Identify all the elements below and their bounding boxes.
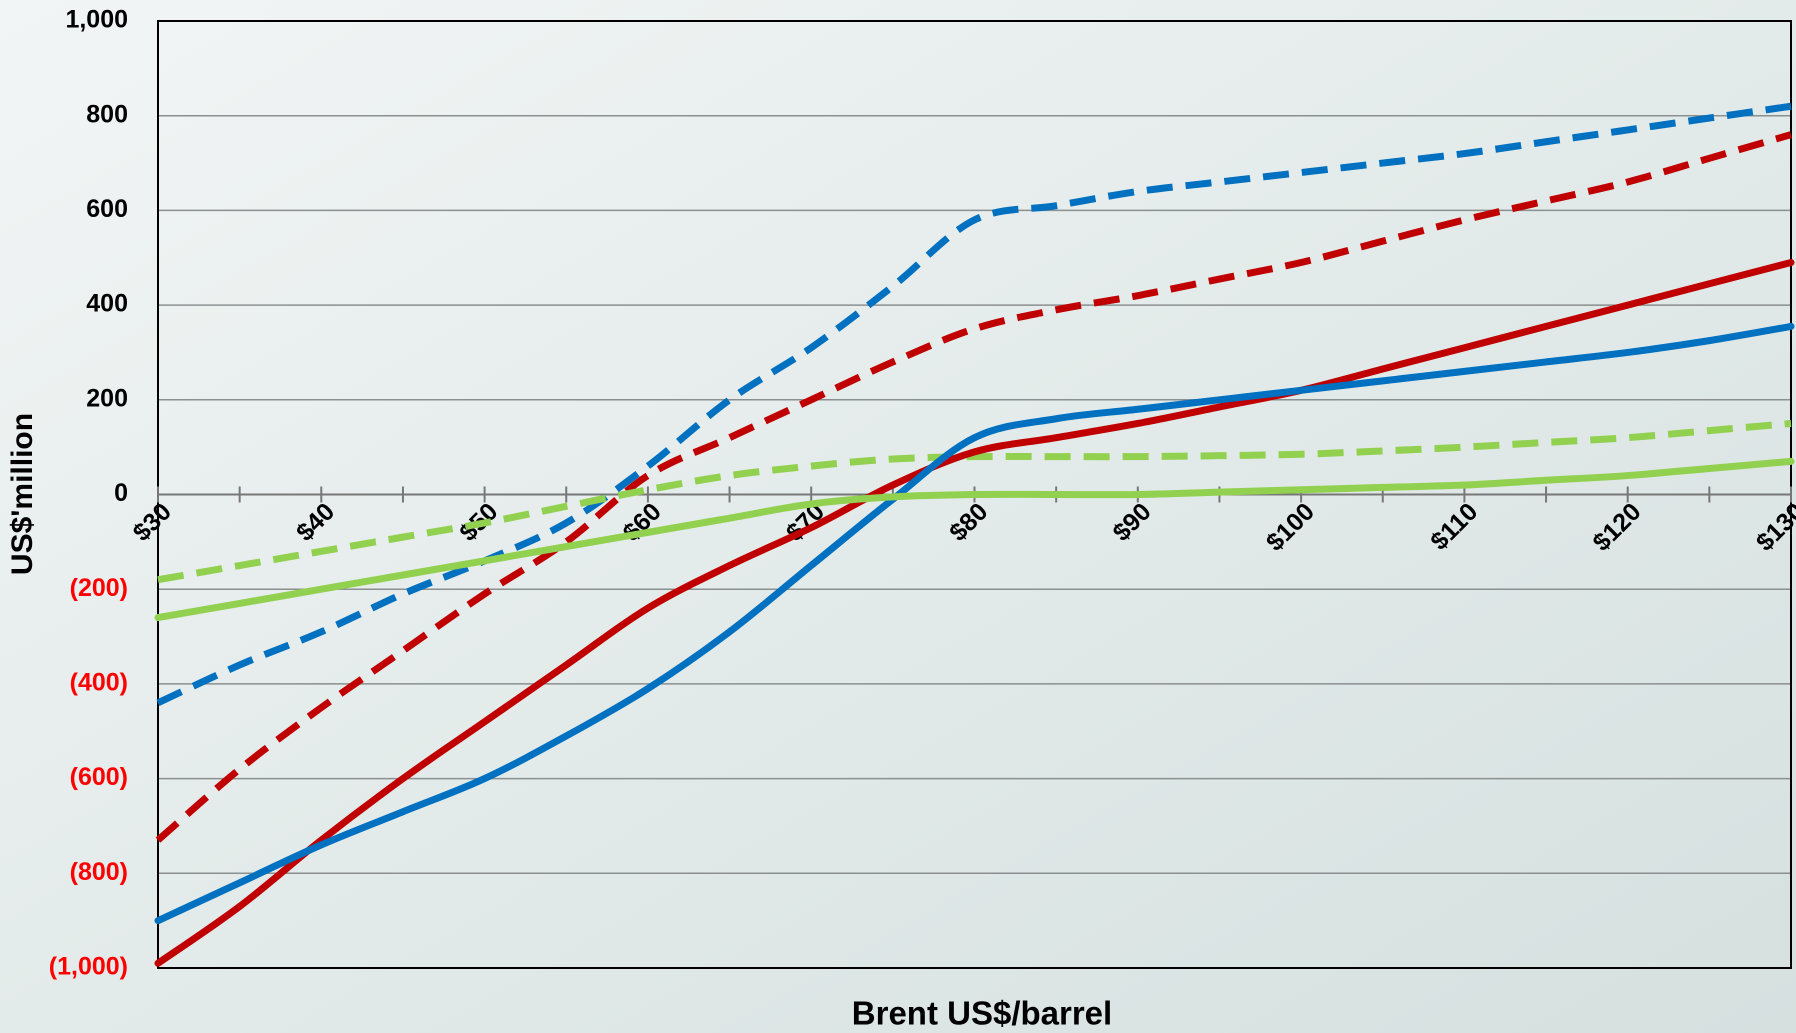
series-line bbox=[154, 258, 1795, 967]
y-tick-label: (800) bbox=[70, 858, 128, 886]
series-line bbox=[155, 131, 1792, 843]
y-tick-label: (600) bbox=[70, 763, 128, 791]
y-tick-label: (1,000) bbox=[49, 953, 128, 981]
y-tick-label: 800 bbox=[86, 100, 128, 128]
y-tick-label: 0 bbox=[114, 479, 128, 507]
x-axis-title: Brent US$/barrel bbox=[852, 995, 1112, 1032]
y-tick-label: 600 bbox=[86, 195, 128, 223]
y-tick-label: (400) bbox=[70, 669, 128, 697]
y-tick-label: 1,000 bbox=[65, 6, 128, 34]
y-axis-title: US$'million bbox=[6, 413, 39, 575]
y-tick-label: 200 bbox=[86, 384, 128, 412]
series-line bbox=[154, 322, 1795, 925]
series-line bbox=[156, 102, 1792, 707]
series-line bbox=[154, 457, 1795, 622]
series-line bbox=[157, 419, 1792, 584]
y-tick-label: 400 bbox=[86, 290, 128, 318]
y-tick-label: (200) bbox=[70, 574, 128, 602]
